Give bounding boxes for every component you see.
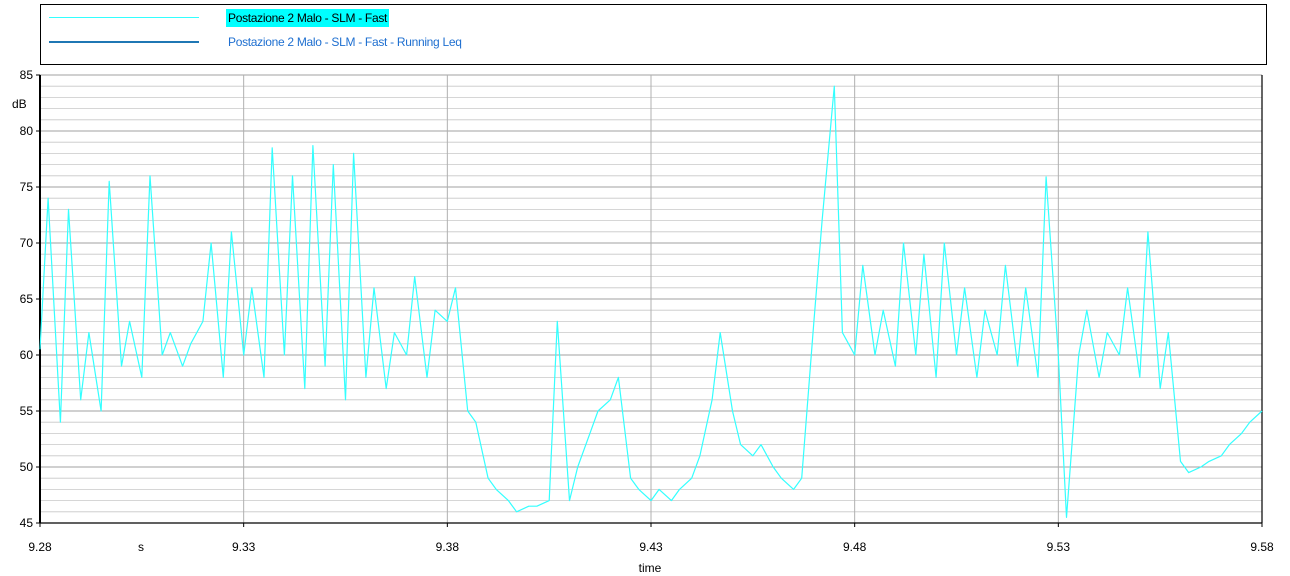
y-tick-label: 80 <box>20 124 34 138</box>
y-tick-label: 85 <box>20 68 34 82</box>
x-tick-label: 9.43 <box>639 540 663 554</box>
legend-item-running-leq[interactable]: Postazione 2 Malo - SLM - Fast - Running… <box>41 33 1266 51</box>
x-tick-label: 9.48 <box>843 540 867 554</box>
legend-swatch-fast <box>49 17 199 18</box>
y-tick-label: 50 <box>20 460 34 474</box>
y-tick-label: 55 <box>20 404 34 418</box>
x-tick-label: 9.38 <box>436 540 460 554</box>
y-tick-label: 45 <box>20 516 34 530</box>
x-tick-label: 9.58 <box>1250 540 1274 554</box>
legend-swatch-running-leq <box>49 41 199 43</box>
legend-item-fast[interactable]: Postazione 2 Malo - SLM - Fast <box>41 9 1266 27</box>
x-tick-label: 9.53 <box>1047 540 1071 554</box>
tick-labels: 45 50 55 60 65 70 75 80 85 9.28 9.33 9.38 9.43 9.48 9.… <box>20 68 1274 554</box>
x-tick-label: 9.28 <box>28 540 52 554</box>
x-axis-unit: s <box>138 540 144 554</box>
y-tick-label: 75 <box>20 180 34 194</box>
legend: Postazione 2 Malo - SLM - Fast Postazion… <box>40 4 1267 65</box>
y-axis-label: dB <box>12 97 27 111</box>
grid <box>39 74 1263 524</box>
legend-label-fast: Postazione 2 Malo - SLM - Fast <box>226 9 390 27</box>
series-layer <box>39 85 1263 519</box>
y-tick-label: 60 <box>20 348 34 362</box>
series-line-0 <box>39 85 1263 519</box>
y-tick-label: 70 <box>20 236 34 250</box>
x-tick-label: 9.33 <box>232 540 256 554</box>
x-axis-label: time <box>639 561 662 575</box>
legend-label-running-leq: Postazione 2 Malo - SLM - Fast - Running… <box>228 35 462 49</box>
y-tick-label: 65 <box>20 292 34 306</box>
